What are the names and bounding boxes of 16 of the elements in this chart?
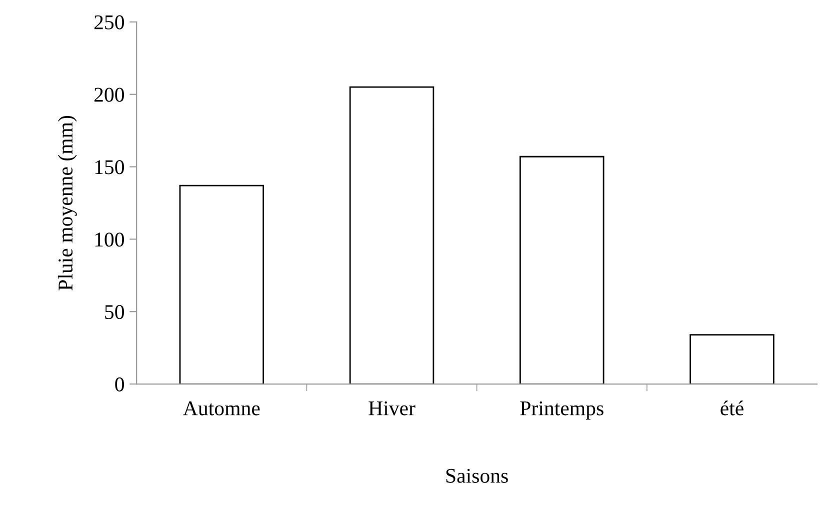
y-tick-label: 200 [94, 88, 124, 102]
bar [179, 184, 264, 384]
bar [520, 156, 604, 384]
y-tick-label: 100 [95, 232, 124, 247]
x-axis-title: Saisons [446, 468, 508, 483]
bar [690, 334, 774, 384]
y-tick-label: 250 [94, 15, 124, 30]
y-tick-label: 0 [115, 377, 124, 392]
x-tick-label: été [720, 400, 744, 416]
x-tick-label: Hiver [368, 401, 416, 416]
y-tick-label: 150 [95, 160, 124, 174]
y-tick-label: 50 [105, 304, 124, 320]
x-tick-label: Printemps [520, 401, 604, 420]
y-axis-title: Pluie moyenne (mm) [58, 116, 77, 290]
x-tick-label: Automne [183, 401, 260, 416]
bar [349, 86, 434, 384]
